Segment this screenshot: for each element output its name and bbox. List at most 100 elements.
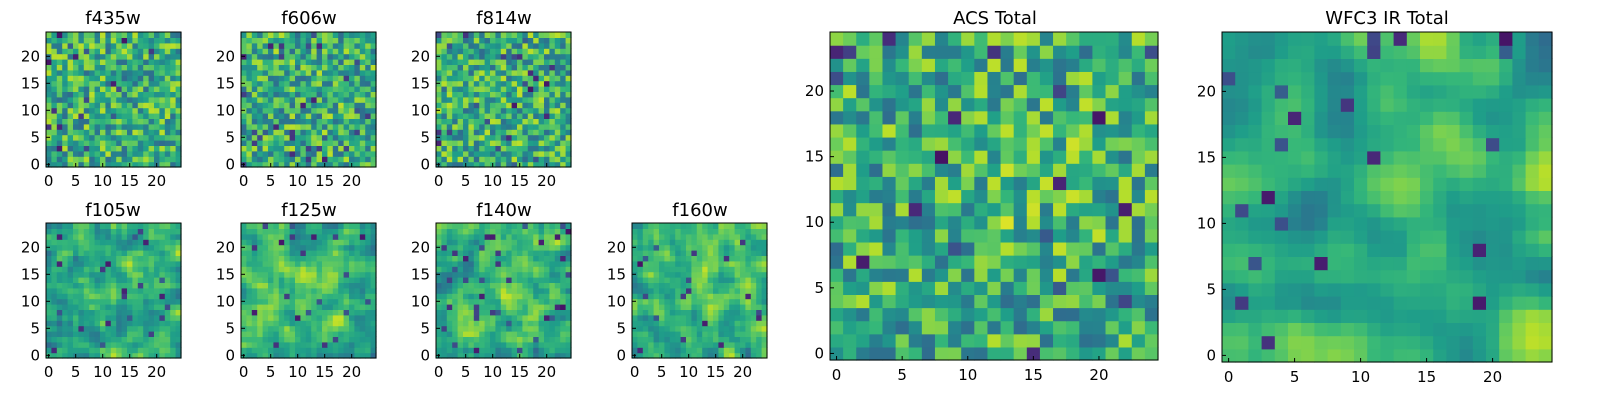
heatmap-cell (500, 228, 507, 235)
heatmap-cell (554, 287, 561, 294)
heatmap-cell (696, 223, 703, 229)
heatmap-cell (262, 309, 269, 316)
heatmap-cell (132, 336, 139, 343)
heatmap-cell (934, 255, 949, 269)
heatmap-cell (495, 325, 502, 332)
heatmap-cell (100, 150, 106, 157)
heatmap-cell (78, 140, 85, 146)
heatmap-cell (365, 293, 372, 300)
heatmap-cell (637, 320, 644, 327)
x-tick-label: 10 (288, 363, 307, 381)
y-tick-label: 10 (21, 101, 40, 119)
heatmap-cell (105, 140, 112, 146)
heatmap-cell (62, 118, 69, 125)
heatmap-cell (830, 150, 844, 164)
heatmap-cell (473, 96, 480, 103)
heatmap-cell (549, 48, 556, 55)
heatmap-cell (110, 42, 117, 49)
heatmap-cell (116, 123, 123, 130)
heatmap-cell (473, 150, 480, 157)
heatmap-cell (62, 161, 69, 168)
heatmap-cell (1000, 163, 1015, 177)
heatmap-cell (713, 239, 719, 246)
heatmap-cell (67, 352, 74, 359)
heatmap-cell (316, 118, 323, 125)
heatmap-cell (734, 255, 741, 262)
heatmap-cell (761, 282, 768, 289)
heatmap-cell (479, 32, 486, 38)
heatmap-cell (560, 298, 567, 305)
heatmap-cell (94, 336, 101, 343)
heatmap-cell (436, 260, 442, 267)
y-tick-label: 5 (420, 128, 430, 146)
heatmap-cell (527, 123, 534, 130)
heatmap-cell (761, 352, 768, 359)
heatmap-cell (1026, 123, 1041, 138)
heatmap-cell (522, 69, 529, 76)
heatmap-cell (349, 118, 355, 125)
heatmap-cell (268, 69, 274, 76)
heatmap-cell (669, 336, 676, 343)
heatmap-cell (148, 80, 155, 87)
heatmap-cell (67, 331, 74, 337)
heatmap-cell (632, 282, 638, 289)
heatmap-cell (137, 320, 144, 327)
heatmap-cell (446, 277, 453, 283)
heatmap-cell (473, 80, 480, 87)
heatmap-cell (707, 293, 714, 300)
heatmap-cell (549, 150, 556, 157)
heatmap-cell (452, 266, 459, 273)
heatmap-cell (268, 244, 274, 251)
heatmap-cell (316, 244, 323, 251)
heatmap-cell (756, 271, 763, 278)
heatmap-cell (1000, 228, 1015, 243)
heatmap-cell (89, 80, 96, 87)
x-tick-label: 15 (706, 363, 725, 381)
heatmap-cell (511, 304, 518, 310)
heatmap-cell (642, 314, 649, 321)
heatmap-cell (686, 255, 692, 262)
heatmap-cell (46, 86, 52, 92)
heatmap-cell (322, 118, 328, 125)
heatmap-cell (365, 129, 372, 136)
heatmap-cell (441, 37, 448, 44)
heatmap-cell (273, 80, 280, 87)
heatmap-cell (164, 347, 171, 354)
heatmap-cell (268, 123, 274, 130)
heatmap-cell (723, 255, 730, 262)
heatmap-cell (132, 228, 139, 235)
heatmap-cell (284, 314, 291, 321)
heatmap-cell (446, 233, 453, 240)
heatmap-cell (175, 150, 182, 157)
heatmap-cell (533, 140, 540, 146)
heatmap-cell (295, 282, 301, 289)
heatmap-cell (554, 53, 561, 60)
heatmap-cell (843, 333, 857, 348)
heatmap-cell (538, 96, 545, 103)
heatmap-cell (544, 59, 550, 65)
heatmap-cell (495, 341, 502, 348)
heatmap-cell (457, 320, 464, 327)
heatmap-cell (121, 347, 128, 354)
heatmap-cell (83, 260, 90, 267)
heatmap-cell (495, 59, 502, 65)
heatmap-cell (51, 287, 58, 294)
heatmap-cell (62, 228, 69, 235)
heatmap-cell (295, 75, 301, 82)
heatmap-cell (843, 163, 857, 177)
heatmap-cell (934, 123, 949, 138)
heatmap-cell (284, 91, 291, 98)
heatmap-cell (322, 287, 328, 294)
heatmap-cell (533, 32, 540, 38)
heatmap-cell (452, 352, 459, 359)
heatmap-cell (632, 277, 638, 283)
heatmap-cell (273, 75, 280, 82)
heatmap-cell (100, 145, 106, 152)
heatmap-cell (882, 294, 897, 309)
heatmap-cell (100, 260, 106, 267)
heatmap-cell (175, 271, 182, 278)
heatmap-cell (549, 64, 556, 71)
heatmap-cell (702, 233, 709, 240)
heatmap-cell (446, 145, 453, 152)
heatmap-cell (544, 113, 550, 119)
